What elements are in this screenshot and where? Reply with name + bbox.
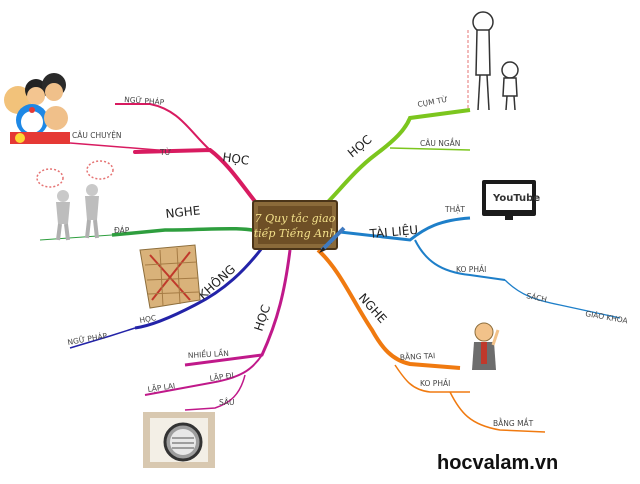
branch-hoc-bottom xyxy=(144,249,292,411)
label-tu: TỪ xyxy=(159,148,171,157)
label-that: THẬT xyxy=(444,205,465,214)
branch-khong xyxy=(69,247,264,349)
thinking-people-icon xyxy=(36,160,114,241)
youtube-tv-icon: YouTube xyxy=(482,180,540,220)
branch-label-tai-lieu: TÀI LIỆU xyxy=(368,222,419,241)
label-cum-tu: CỤM TỪ xyxy=(417,95,449,109)
center-node: 7 Quy tắc giao tiếp Tiếng Anh xyxy=(252,200,346,253)
label-dap: ĐÁP xyxy=(114,226,130,235)
label-ngu-phap-bottom: NGỮ PHÁP xyxy=(67,331,108,347)
pencil-icon xyxy=(319,226,346,253)
label-cau-chuyen: CÂU CHUYỆN xyxy=(72,131,122,140)
branch-label-hoc-bottom: HỌC xyxy=(252,303,274,333)
label-ngu-phap-top: NGỮ PHÁP xyxy=(124,95,165,107)
grid-book-icon xyxy=(139,244,201,309)
branch-tai-lieu xyxy=(339,216,621,319)
youtube-logo-text: YouTube xyxy=(492,193,540,204)
magnifier-paper-icon xyxy=(143,412,215,468)
branch-label-hoc-right: HỌC xyxy=(345,132,375,160)
branch-nghe-right xyxy=(316,248,546,433)
branch-label-nghe-left: NGHE xyxy=(165,203,201,221)
label-cau-ngan: CÂU NGẮN xyxy=(420,138,460,148)
label-hoc-khong: HỌC xyxy=(139,313,157,325)
listening-man-icon xyxy=(472,322,500,370)
label-bang-tai: BẰNG TAI xyxy=(400,350,436,362)
label-nhieu-lan: NHIỀU LẦN xyxy=(188,348,229,360)
branch-label-hoc-left: HỌC xyxy=(222,150,251,168)
branch-nghe-left xyxy=(39,226,263,241)
label-giao-khoa: GIÁO KHOA xyxy=(585,309,630,325)
branch-hoc-right xyxy=(323,108,471,207)
label-lap-lai: LẶP LẠI xyxy=(147,381,176,394)
label-ko-phai-tai-lieu: KO PHẢI xyxy=(456,265,486,274)
stick-figures-icon xyxy=(467,11,519,111)
label-bang-mat: BẰNG MẮT xyxy=(493,418,534,428)
center-title-line1: 7 Quy tắc giao xyxy=(255,212,336,225)
site-watermark: hocvalam.vn xyxy=(437,452,559,474)
cartoon-group-icon xyxy=(4,73,70,144)
label-ko-phai-nghe: KO PHẢI xyxy=(420,379,450,388)
label-sau: SÂU xyxy=(219,398,235,407)
center-title-line2: tiếp Tiếng Anh xyxy=(254,227,337,240)
label-lap-di: LẶP ĐI xyxy=(209,371,234,383)
label-sach: SÁCH xyxy=(526,291,548,304)
